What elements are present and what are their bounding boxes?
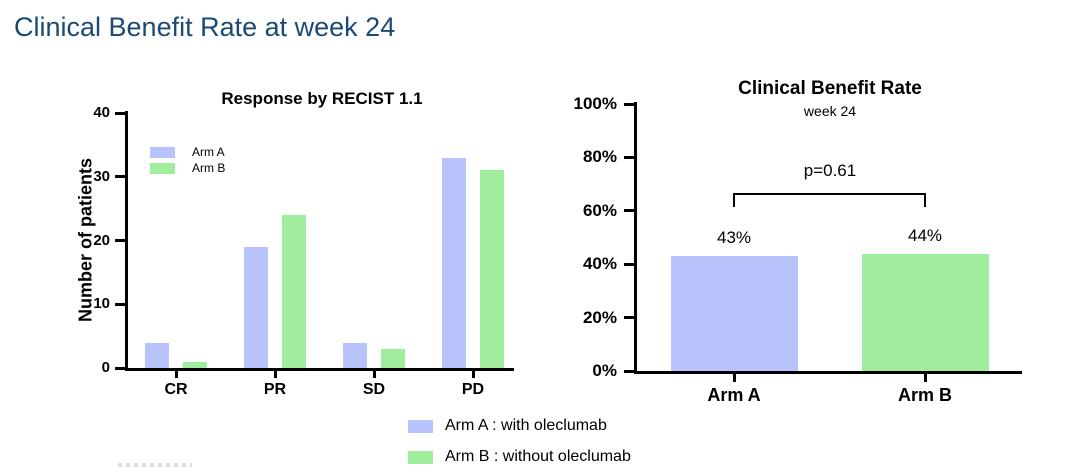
x-axis-tick [732, 374, 736, 382]
y-axis-tick [115, 239, 125, 242]
bar-value-label-arm-b: 44% [907, 225, 943, 245]
x-axis-tick [174, 371, 178, 378]
recist-legend-swatch-arm-b [150, 163, 175, 174]
y-axis-tick [624, 102, 634, 106]
x-tick-label-sd: SD [362, 381, 386, 398]
p-value-label: p=0.61 [803, 161, 857, 180]
y-tick-label: 0% [592, 361, 617, 380]
y-tick-label: 80% [582, 147, 617, 167]
y-axis-tick [624, 155, 634, 159]
cbr-chart-title: Clinical Benefit Rate [738, 78, 922, 99]
y-axis-tick [115, 302, 125, 306]
arm-b-legend-swatch [408, 450, 433, 464]
significance-bracket [733, 193, 926, 195]
bar-arm-a-pr [244, 246, 268, 368]
bottom-left-artifact [118, 463, 192, 467]
x-axis-tick [471, 371, 475, 378]
legend-item-arm-a: Arm A : with oleclumab [408, 417, 607, 435]
bar-arm-b-sd [381, 348, 405, 368]
x-tick-label-cr: CR [164, 381, 188, 398]
x-axis-tick [923, 374, 927, 382]
bar-arm-a-cr [145, 342, 169, 368]
significance-bracket-right-leg [924, 193, 926, 207]
y-tick-label: 60% [582, 200, 617, 220]
recist-chart-title: Response by RECIST 1.1 [221, 89, 423, 108]
y-axis-tick [624, 316, 634, 320]
y-tick-label: 10 [93, 295, 110, 313]
bar-arm-a [670, 256, 798, 371]
bar-arm-b-pd [480, 170, 504, 368]
x-axis-tick [273, 371, 277, 378]
y-axis-tick [624, 209, 634, 213]
x-tick-label-arm-a: Arm A [707, 385, 761, 405]
y-axis-tick [624, 369, 634, 373]
x-tick-label-pd: PD [461, 381, 485, 398]
y-axis-line [125, 111, 128, 371]
significance-bracket-left-leg [733, 193, 735, 207]
x-axis-line [634, 371, 1022, 374]
bar-arm-b-pr [282, 215, 306, 368]
arm-a-legend-label: Arm A : with oleclumab [445, 417, 607, 434]
y-tick-label: 30 [93, 167, 110, 185]
x-tick-label-arm-b: Arm B [897, 385, 952, 405]
bar-arm-b [861, 253, 989, 371]
legend-item-arm-b: Arm B : without oleclumab [408, 448, 631, 466]
cbr-chart-subtitle: week 24 [803, 103, 857, 119]
y-tick-label: 100% [573, 94, 617, 113]
y-tick-label: 40 [93, 104, 110, 121]
bar-arm-a-pd [442, 157, 466, 368]
page-title: Clinical Benefit Rate at week 24 [14, 12, 396, 42]
y-axis-tick [115, 111, 125, 115]
y-axis-tick [624, 262, 634, 266]
bar-value-label-arm-a: 43% [716, 228, 752, 248]
bar-arm-b-cr [183, 361, 207, 368]
y-axis-line [634, 102, 637, 374]
y-tick-label: 20% [582, 307, 617, 327]
x-axis-line [125, 368, 514, 371]
x-tick-label-pr: PR [263, 381, 287, 398]
y-tick-label: 40% [582, 254, 617, 274]
bar-arm-a-sd [343, 342, 367, 368]
recist-legend-label-arm-b: Arm B [192, 161, 226, 175]
x-axis-tick [372, 371, 376, 378]
arm-b-legend-label: Arm B : without oleclumab [445, 448, 631, 465]
y-tick-label: 20 [93, 231, 110, 249]
y-axis-tick [115, 366, 125, 370]
y-tick-label: 0 [101, 359, 110, 376]
recist-legend-swatch-arm-a [150, 147, 175, 158]
arm-a-legend-swatch [408, 419, 433, 433]
y-axis-tick [115, 175, 125, 179]
recist-legend-label-arm-a: Arm A [192, 145, 225, 159]
